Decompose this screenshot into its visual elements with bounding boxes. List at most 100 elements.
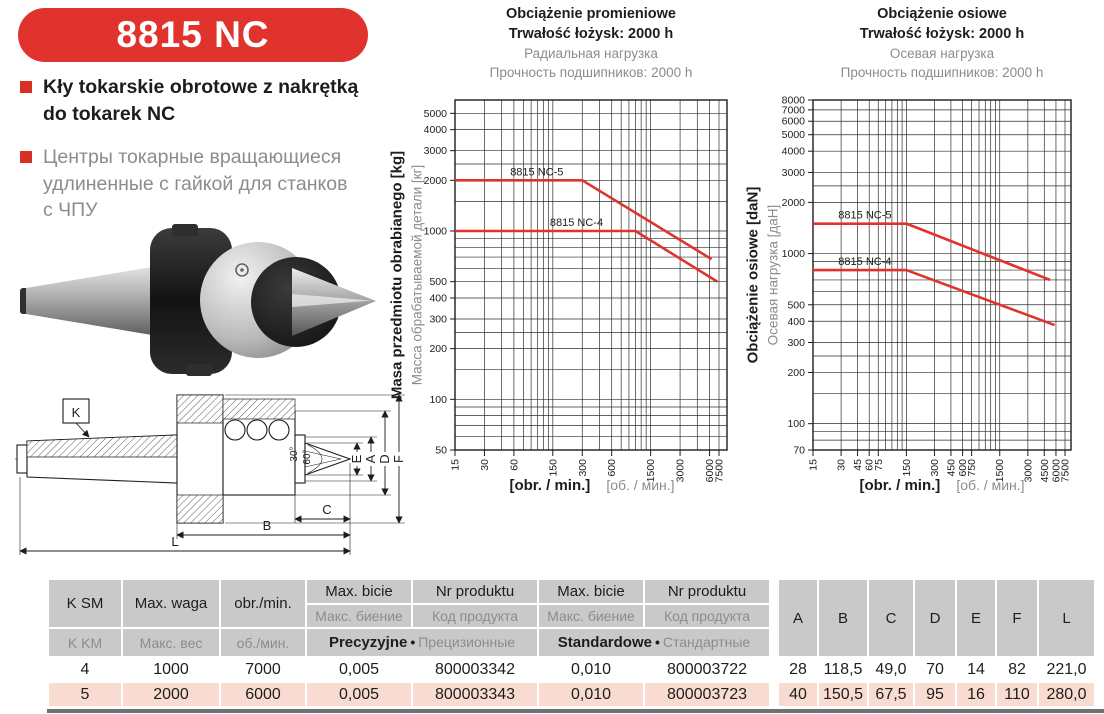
bullet-ru-line2: удлиненные с гайкой для станков (43, 172, 348, 195)
housing-hatch (222, 398, 296, 420)
dim-b-label: B (263, 518, 272, 533)
svg-text:500: 500 (429, 276, 447, 288)
svg-text:600: 600 (957, 459, 969, 477)
header-dim-l: L (1039, 580, 1094, 656)
shank-hatch (26, 434, 178, 458)
dim-e-label: E (349, 454, 364, 463)
header-nr-std: Nr produktu (645, 580, 769, 603)
radial-ylabel-pl: Masa przedmiotu obrabianego [kg] (388, 150, 406, 400)
cell: 0,010 (539, 683, 643, 706)
header-max-waga: Max. waga (123, 580, 219, 627)
svg-text:70: 70 (793, 445, 805, 457)
shank-tail (16, 444, 28, 474)
title-pl-2: Trwałość łożysk: 2000 h (508, 26, 674, 42)
svg-text:15: 15 (808, 459, 820, 471)
header-max-waga-ru: Макс. вес (123, 629, 219, 656)
cell: 2000 (123, 683, 219, 706)
title-ru-2: Прочность подшипников: 2000 h (489, 65, 693, 80)
radial-xlabel: [obr. / min.] [об. / мин.] (456, 477, 728, 494)
cell: 800003342 (413, 658, 537, 681)
svg-text:1000: 1000 (424, 225, 448, 237)
svg-text:8000: 8000 (782, 95, 806, 107)
svg-text:100: 100 (429, 394, 447, 406)
cell: 14 (957, 658, 995, 681)
header-bicie-std: Max. bicie (539, 580, 643, 603)
svg-text:15: 15 (450, 459, 462, 471)
bullet-marker (20, 81, 32, 93)
cell: 7000 (221, 658, 305, 681)
svg-text:600: 600 (606, 459, 618, 477)
svg-text:8815 NC-4: 8815 NC-4 (838, 256, 891, 268)
cell: 16 (957, 683, 995, 706)
logo-dot (240, 268, 244, 272)
logo-mark (235, 263, 249, 277)
cell: 800003723 (645, 683, 769, 706)
xlabel-pl: [obr. / min.] (859, 477, 941, 494)
cell: 118,5 (819, 658, 867, 681)
cell: 221,0 (1039, 658, 1094, 681)
bullet-ru: Центры токарные вращающиеся удлиненные с… (20, 144, 347, 224)
svg-text:3000: 3000 (675, 459, 687, 483)
cell: 110 (997, 683, 1037, 706)
svg-text:8815 NC-5: 8815 NC-5 (510, 166, 563, 178)
svg-text:5000: 5000 (424, 108, 448, 120)
cone-inner-line (304, 450, 342, 460)
svg-text:7500: 7500 (714, 459, 726, 483)
cell: 70 (915, 658, 955, 681)
svg-text:6000: 6000 (1050, 459, 1062, 483)
axial-ylabel-pl: Obciążenie osiowe [daN] (744, 186, 762, 364)
svg-text:45: 45 (852, 459, 864, 471)
svg-text:500: 500 (787, 299, 805, 311)
bearing-ball (268, 419, 290, 441)
product-code: 8815 NC (116, 14, 270, 55)
bullet-pl-line1: Kły tokarskie obrotowe z nakrętką (43, 76, 359, 98)
svg-text:4000: 4000 (424, 124, 448, 136)
title-pl-1: Obciążenie osiowe (877, 6, 1007, 22)
cell: 0,010 (539, 658, 643, 681)
header-ksm: K SM (49, 580, 121, 627)
cell: 280,0 (1039, 683, 1094, 706)
table-row-size4: 4 1000 7000 0,005 800003342 0,010 800003… (49, 658, 1094, 681)
axial-chart-title: Obciążenie osiowe Trwałość łożysk: 2000 … (802, 4, 1082, 82)
header-dim-d: D (915, 580, 955, 656)
header-bicie-std-ru: Макс. биение (539, 605, 643, 627)
svg-text:1500: 1500 (994, 459, 1006, 483)
title-ru-1: Радиальная нагрузка (524, 46, 658, 61)
header-nr-prec: Nr produktu (413, 580, 537, 603)
title-ru-2: Прочность подшипников: 2000 h (840, 65, 1044, 80)
svg-text:3000: 3000 (782, 167, 806, 179)
cell: 150,5 (819, 683, 867, 706)
svg-text:300: 300 (929, 459, 941, 477)
svg-text:75: 75 (873, 459, 885, 471)
cell: 5 (49, 683, 121, 706)
svg-text:8815 NC-4: 8815 NC-4 (550, 217, 603, 229)
header-dim-f: F (997, 580, 1037, 656)
xlabel-ru: [об. / мин.] (606, 477, 675, 493)
svg-text:60: 60 (864, 459, 876, 471)
dim-a-label: A (363, 454, 378, 463)
angle-60-label: 60° (302, 449, 313, 464)
svg-text:300: 300 (429, 314, 447, 326)
cell: 4 (49, 658, 121, 681)
svg-text:3000: 3000 (1022, 459, 1034, 483)
svg-text:7500: 7500 (1060, 459, 1072, 483)
title-pl-2: Trwałość łożysk: 2000 h (859, 26, 1025, 42)
dim-d-label: D (377, 454, 392, 463)
svg-text:50: 50 (435, 445, 447, 457)
cell: 800003722 (645, 658, 769, 681)
svg-text:3000: 3000 (424, 145, 448, 157)
header-nr-prec-ru: Код продукта (413, 605, 537, 627)
title-ru-1: Осевая нагрузка (889, 46, 995, 61)
svg-text:6000: 6000 (704, 459, 716, 483)
dim-c-label: C (322, 502, 331, 517)
svg-text:60: 60 (508, 459, 520, 471)
bearing-ball (246, 419, 268, 441)
bullet-pl-line2: do tokarek NC (43, 102, 176, 125)
cell: 0,005 (307, 683, 411, 706)
svg-text:300: 300 (787, 337, 805, 349)
angle-30-label: 30° (289, 446, 300, 461)
spacer-col (771, 580, 777, 706)
svg-text:100: 100 (787, 418, 805, 430)
